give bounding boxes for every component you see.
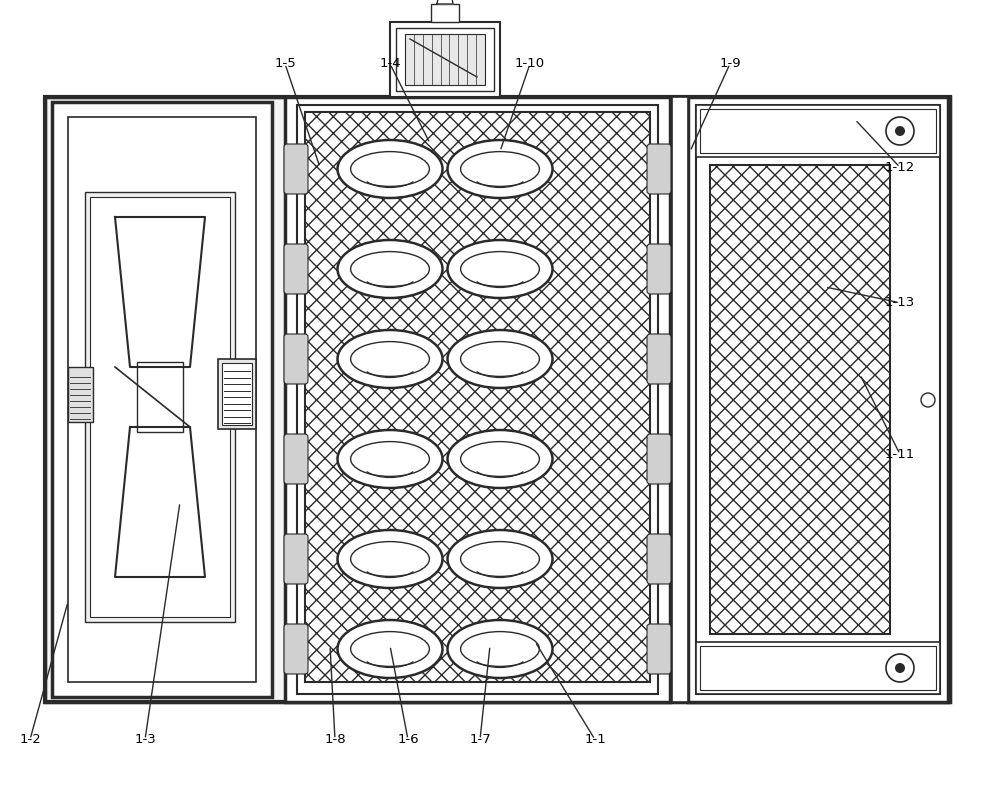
Ellipse shape [338,140,442,198]
Bar [700,646,936,690]
Ellipse shape [448,430,552,488]
FancyBboxPatch shape [284,624,308,674]
Bar [396,28,494,91]
Text: 1-7: 1-7 [469,733,491,746]
Bar [45,97,950,702]
Bar [285,97,670,702]
Bar [137,362,183,432]
Ellipse shape [448,530,552,588]
Ellipse shape [338,330,442,388]
FancyBboxPatch shape [647,434,671,484]
Bar [305,112,650,682]
Circle shape [895,126,905,136]
Bar [710,165,890,634]
Ellipse shape [461,631,539,666]
Ellipse shape [351,631,429,666]
Ellipse shape [448,240,552,298]
Ellipse shape [338,430,442,488]
Bar [68,117,256,682]
FancyBboxPatch shape [647,334,671,384]
Text: 1-5: 1-5 [274,57,296,70]
Circle shape [886,117,914,145]
Bar [45,97,950,702]
Ellipse shape [448,330,552,388]
Bar [297,105,658,694]
FancyBboxPatch shape [284,434,308,484]
Text: 1-9: 1-9 [719,57,741,70]
Text: 1-3: 1-3 [134,733,156,746]
Bar [52,102,272,697]
Bar [696,105,940,157]
Text: 1-6: 1-6 [397,733,419,746]
Ellipse shape [351,151,429,186]
Text: 1-1: 1-1 [584,733,606,746]
Ellipse shape [448,620,552,678]
Bar [90,197,230,617]
FancyBboxPatch shape [647,144,671,194]
Text: 1-2: 1-2 [19,733,41,746]
Text: 1-8: 1-8 [324,733,346,746]
Bar [305,112,650,682]
Bar [431,4,459,22]
Ellipse shape [448,140,552,198]
Bar [85,192,235,622]
Bar [405,34,485,85]
FancyBboxPatch shape [284,144,308,194]
FancyBboxPatch shape [647,534,671,584]
Circle shape [886,654,914,682]
Ellipse shape [338,530,442,588]
FancyBboxPatch shape [647,624,671,674]
Ellipse shape [351,442,429,477]
Text: 1-10: 1-10 [515,57,545,70]
Ellipse shape [338,620,442,678]
Text: 1-13: 1-13 [885,296,915,309]
Bar [305,112,650,682]
Text: 1-11: 1-11 [885,448,915,461]
Text: 1-4: 1-4 [379,57,401,70]
Bar [672,97,688,702]
Circle shape [895,663,905,673]
Bar [696,105,940,694]
Ellipse shape [461,252,539,286]
Bar [688,97,948,702]
FancyBboxPatch shape [284,244,308,294]
Ellipse shape [461,542,539,576]
Ellipse shape [461,151,539,186]
Bar [710,165,890,634]
Bar [710,165,890,634]
FancyBboxPatch shape [647,244,671,294]
Polygon shape [437,0,453,4]
Ellipse shape [461,342,539,376]
FancyBboxPatch shape [284,334,308,384]
FancyBboxPatch shape [284,534,308,584]
Ellipse shape [351,342,429,376]
Bar [390,22,500,97]
Ellipse shape [338,240,442,298]
Ellipse shape [351,252,429,286]
Bar [696,642,940,694]
Bar [700,109,936,153]
Bar [218,359,256,429]
Bar [222,363,252,425]
Polygon shape [115,427,205,577]
Ellipse shape [351,542,429,576]
Ellipse shape [461,442,539,477]
Text: 1-12: 1-12 [885,161,915,174]
Polygon shape [115,217,205,367]
Bar [68,367,93,422]
Circle shape [921,393,935,407]
